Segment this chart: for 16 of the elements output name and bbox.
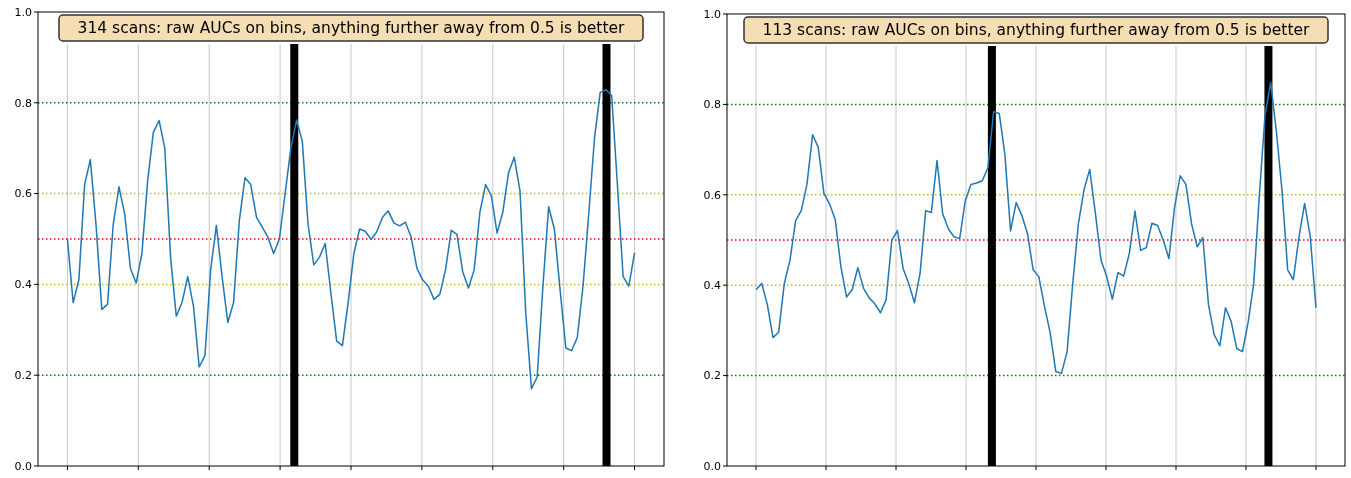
line-series <box>755 81 1317 375</box>
y-tick-label: 0.0 <box>703 459 721 473</box>
y-tick-label: 0.0 <box>14 459 32 473</box>
y-tick-label: 0.6 <box>703 188 721 202</box>
y-tick-label: 0.8 <box>703 98 721 112</box>
y-tick-label: 0.8 <box>14 96 32 110</box>
y-tick-label: 0.4 <box>14 278 32 292</box>
text: 314 scans: raw AUCs on bins, anything further away from 0.5 is better <box>77 19 626 38</box>
y-tick-label: 0.2 <box>14 369 32 383</box>
y-tick-label: 0.4 <box>703 279 721 293</box>
y-tick-label: 0.6 <box>14 187 32 201</box>
text: 113 scans: raw AUCs on bins, anything further away from 0.5 is better <box>762 21 1311 40</box>
y-tick-label: 1.0 <box>14 5 32 19</box>
y-tick-label: 0.2 <box>703 369 721 383</box>
line-series <box>66 88 636 390</box>
y-tick-label: 1.0 <box>703 7 721 21</box>
